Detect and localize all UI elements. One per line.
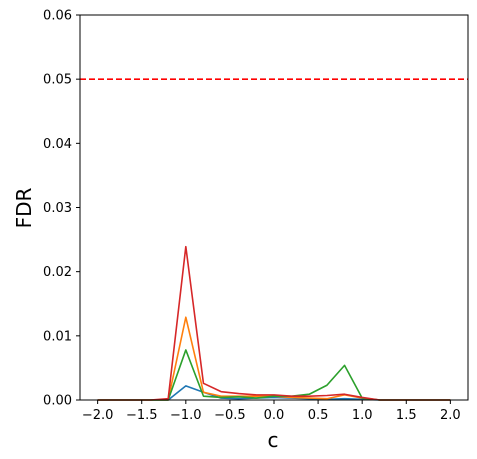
y-axis: 0.00 0.01 0.02 0.03 0.04 0.05 0.06 [43, 9, 80, 409]
y-tick-label: 0.06 [43, 9, 72, 24]
y-tick-label: 0.01 [43, 329, 72, 344]
x-tick-label: 0.5 [308, 408, 329, 423]
y-tick-label: 0.00 [43, 394, 72, 409]
x-tick-label: 2.0 [440, 408, 461, 423]
series-line-4 [97, 245, 451, 401]
plot-frame [79, 14, 469, 401]
x-tick-label: 1.5 [396, 408, 417, 423]
x-tick-label: 0.0 [264, 408, 285, 423]
series-line-2 [97, 316, 451, 401]
y-axis-label: FDR [12, 188, 36, 229]
y-tick-label: 0.05 [43, 73, 72, 88]
series-line-1 [97, 385, 451, 401]
x-tick-label: −1.0 [170, 408, 202, 423]
plot-area [80, 78, 468, 401]
y-tick-label: 0.03 [43, 201, 72, 216]
y-tick-label: 0.04 [43, 137, 72, 152]
x-tick-label: 1.0 [352, 408, 373, 423]
x-tick-label: −2.0 [82, 408, 114, 423]
y-tick-label: 0.02 [43, 265, 72, 280]
series-line-3 [97, 349, 451, 401]
x-tick-label: −0.5 [214, 408, 246, 423]
x-axis: −2.0 −1.5 −1.0 −0.5 0.0 0.5 1.0 1.5 2.0 [82, 400, 461, 423]
x-tick-label: −1.5 [126, 408, 158, 423]
x-axis-label: c [268, 428, 279, 452]
